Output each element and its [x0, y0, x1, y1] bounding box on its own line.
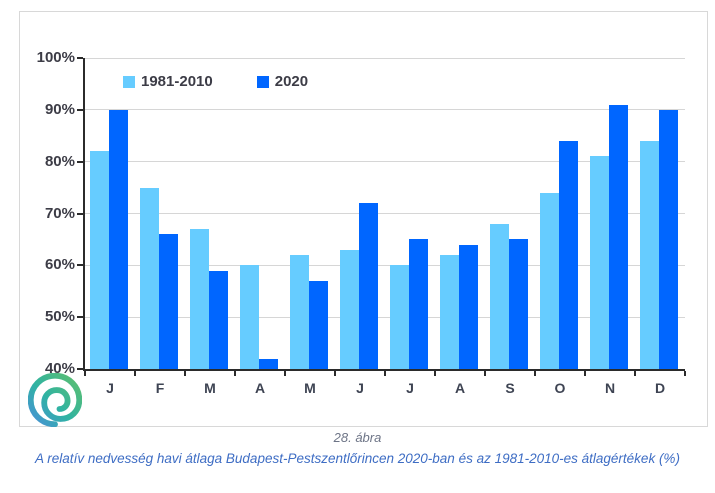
x-axis-label-month: J — [106, 380, 114, 396]
bar-2020-J-1 — [108, 109, 128, 369]
gridline — [85, 109, 685, 111]
x-axis-label-month: J — [356, 380, 364, 396]
bar-1981-2010-J-7 — [389, 265, 409, 369]
y-axis-label: 60% — [44, 256, 75, 274]
y-axis-label: 90% — [44, 100, 75, 118]
y-axis-tick — [77, 316, 83, 319]
bar-2020-M-5 — [308, 280, 328, 369]
gridline — [85, 264, 685, 266]
bar-1981-2010-J-6 — [339, 249, 359, 369]
bar-2020-S-9 — [508, 239, 528, 369]
y-axis-tick — [77, 212, 83, 215]
bar-1981-2010-J-1 — [89, 151, 109, 369]
x-axis-tick — [534, 371, 536, 376]
bar-1981-2010-O-10 — [539, 192, 559, 369]
x-axis-label-month: M — [304, 380, 316, 396]
bar-2020-M-3 — [208, 270, 228, 369]
y-axis-tick — [77, 368, 83, 370]
x-axis-tick — [84, 371, 86, 376]
y-axis-tick — [77, 160, 83, 163]
y-axis-label: 80% — [44, 152, 75, 170]
gridline — [85, 161, 685, 163]
figure-captions: 28. ábra A relatív nedvesség havi átlaga… — [0, 430, 715, 466]
y-axis-label: 50% — [44, 308, 75, 326]
y-axis-tick — [77, 264, 83, 267]
bar-1981-2010-F-2 — [139, 187, 159, 369]
bar-1981-2010-A-4 — [239, 265, 259, 369]
bar-1981-2010-S-9 — [489, 223, 509, 369]
spiral-wave-logo-icon — [28, 373, 82, 427]
x-axis-tick — [384, 371, 386, 376]
x-axis-tick — [134, 371, 136, 376]
bar-2020-J-7 — [408, 239, 428, 369]
gridline — [85, 57, 685, 59]
y-axis-tick — [77, 108, 83, 111]
x-axis-tick — [184, 371, 186, 376]
legend-item-1981-2010: 1981-2010 — [123, 73, 213, 90]
caption-title: A relatív nedvesség havi átlaga Budapest… — [35, 451, 680, 466]
plot-area: 40% 50% 60% 70% 80% 90% 100% J F M A M J J A S O N D — [37, 50, 686, 396]
legend-swatch-icon — [256, 75, 269, 88]
x-axis-label-month: F — [155, 380, 165, 396]
bar-1981-2010-M-5 — [289, 254, 309, 369]
legend-label: 1981-2010 — [141, 73, 213, 90]
x-axis-tick — [684, 371, 686, 376]
bar-2020-A-4 — [258, 358, 278, 369]
x-axis-label-month: A — [254, 380, 266, 396]
bar-1981-2010-N-11 — [589, 156, 609, 369]
chart-frame: 40% 50% 60% 70% 80% 90% 100% J F M A M J J A S O N D 1981-… — [19, 11, 708, 427]
y-axis-label: 40% — [44, 360, 75, 377]
bar-2020-F-2 — [158, 234, 178, 369]
bar-1981-2010-D-12 — [639, 140, 659, 369]
x-axis-label-month: O — [554, 380, 566, 396]
bar-1981-2010-A-8 — [439, 254, 459, 369]
x-axis-tick — [284, 371, 286, 376]
bar-1981-2010-M-3 — [189, 229, 209, 369]
gridline — [85, 316, 685, 318]
y-axis-tick — [77, 57, 83, 59]
x-axis-tick — [434, 371, 436, 376]
x-axis-label-month: M — [204, 380, 216, 396]
x-axis-tick — [334, 371, 336, 376]
y-axis-line — [83, 58, 85, 371]
bar-2020-N-11 — [608, 104, 628, 369]
chart-legend: 1981-2010 2020 — [123, 73, 308, 90]
legend-label: 2020 — [274, 73, 309, 90]
x-axis-label-month: S — [505, 380, 515, 396]
x-axis-line — [83, 369, 685, 371]
legend-swatch-icon — [123, 75, 135, 88]
bar-2020-O-10 — [558, 140, 578, 369]
x-axis-label-month: J — [406, 380, 414, 396]
y-axis-label: 70% — [44, 204, 75, 222]
x-axis-label-month: D — [654, 380, 666, 396]
gridline — [85, 213, 685, 214]
x-axis-label-month: N — [604, 380, 616, 396]
x-axis-tick — [484, 371, 486, 376]
x-axis-tick — [634, 371, 636, 376]
x-axis-label-month: A — [454, 380, 466, 396]
bar-2020-J-6 — [358, 203, 378, 369]
x-axis-tick — [234, 371, 236, 376]
y-axis-label: 100% — [36, 49, 75, 66]
legend-item-2020: 2020 — [256, 73, 309, 90]
x-axis-tick — [584, 371, 586, 376]
caption-figure-number: 28. ábra — [333, 430, 382, 445]
bar-2020-D-12 — [658, 109, 678, 369]
bar-2020-A-8 — [458, 244, 478, 369]
